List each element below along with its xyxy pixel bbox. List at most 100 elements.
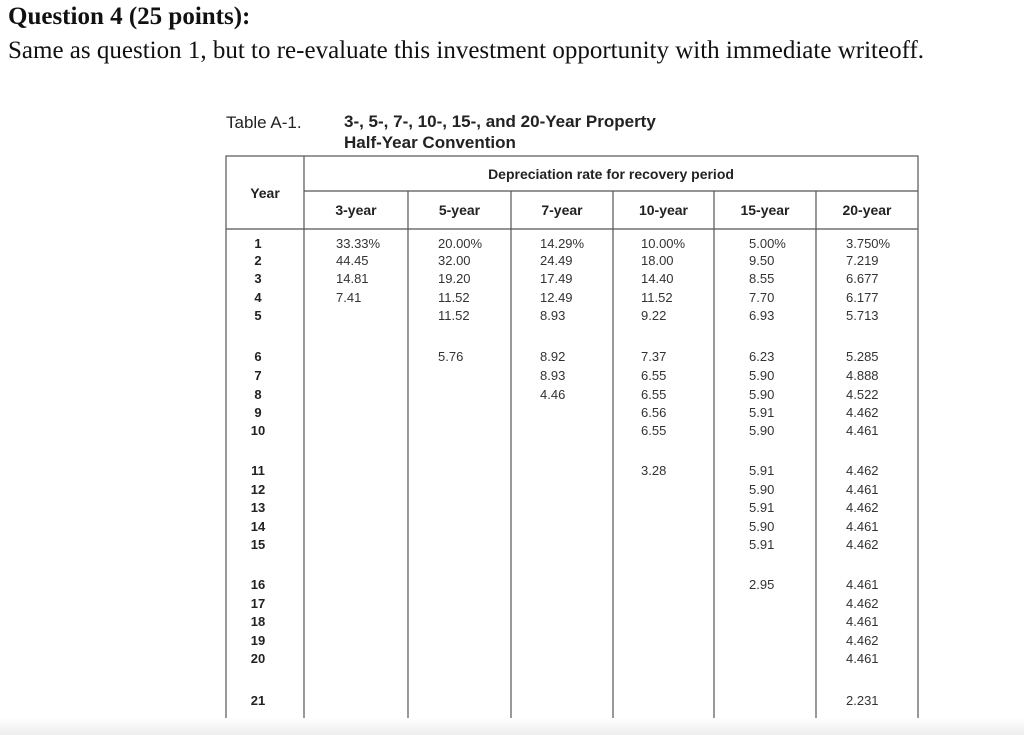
column-header-15-year: 15-year bbox=[740, 202, 790, 218]
rate-20-year-year-7: 4.888 bbox=[846, 368, 879, 383]
year-18: 18 bbox=[250, 614, 266, 629]
column-header-7-year: 7-year bbox=[541, 202, 583, 218]
rate-15-year-year-4: 7.70 bbox=[749, 290, 775, 305]
rate-15-year-year-13: 5.91 bbox=[749, 500, 775, 515]
rate-15-year-year-16: 2.95 bbox=[749, 577, 775, 592]
rate-10-year-year-2: 18.00 bbox=[641, 253, 674, 268]
table-title-line-2: Half-Year Convention bbox=[344, 133, 516, 152]
rate-20-year-year-10: 4.461 bbox=[846, 423, 879, 438]
rate-3-year-year-3: 14.81 bbox=[336, 271, 369, 286]
rate-10-year-year-3: 14.40 bbox=[641, 271, 674, 286]
rate-10-year-year-7: 6.55 bbox=[641, 368, 667, 383]
rate-5-year-year-6: 5.76 bbox=[438, 349, 464, 364]
rate-7-year-year-1: 14.29% bbox=[540, 236, 585, 251]
rate-20-year-year-21: 2.231 bbox=[846, 693, 879, 708]
rate-20-year-year-3: 6.677 bbox=[846, 271, 879, 286]
year-16: 16 bbox=[250, 577, 266, 592]
year-5: 5 bbox=[254, 308, 262, 323]
column-header-10-year: 10-year bbox=[638, 202, 689, 218]
rate-20-year-year-9: 4.462 bbox=[846, 405, 879, 420]
rate-15-year-year-10: 5.90 bbox=[749, 423, 775, 438]
year-13: 13 bbox=[250, 500, 266, 515]
rate-15-year-year-9: 5.91 bbox=[749, 405, 775, 420]
year-15: 15 bbox=[250, 537, 266, 552]
rate-7-year-year-4: 12.49 bbox=[540, 290, 573, 305]
year-11: 11 bbox=[251, 463, 265, 478]
rate-20-year-year-11: 4.462 bbox=[846, 463, 879, 478]
column-header-5-year: 5-year bbox=[438, 202, 481, 218]
rate-20-year-year-20: 4.461 bbox=[846, 651, 879, 666]
rate-20-year-year-14: 4.461 bbox=[846, 519, 879, 534]
year-7: 7 bbox=[254, 368, 262, 383]
rate-7-year-year-3: 17.49 bbox=[540, 271, 573, 286]
rate-7-year-year-7: 8.93 bbox=[540, 368, 566, 383]
rate-7-year-year-8: 4.46 bbox=[540, 387, 566, 402]
rate-3-year-year-4: 7.41 bbox=[336, 290, 362, 305]
rate-20-year-year-8: 4.522 bbox=[846, 387, 879, 402]
year-8: 8 bbox=[254, 387, 262, 402]
rate-5-year-year-1: 20.00% bbox=[438, 236, 483, 251]
year-17: 17 bbox=[250, 596, 266, 611]
rate-10-year-year-4: 11.52 bbox=[641, 290, 673, 305]
year-4: 4 bbox=[254, 290, 262, 305]
rate-3-year-year-1: 33.33% bbox=[336, 236, 381, 251]
rate-10-year-year-5: 9.22 bbox=[641, 308, 667, 323]
rate-20-year-year-15: 4.462 bbox=[846, 537, 879, 552]
rate-15-year-year-11: 5.91 bbox=[749, 463, 775, 478]
rate-7-year-year-5: 8.93 bbox=[540, 308, 566, 323]
page-bottom-edge bbox=[0, 718, 1024, 735]
question-title: Question 4 (25 points): bbox=[8, 3, 251, 30]
rate-5-year-year-4: 11.52 bbox=[438, 290, 470, 305]
group-header: Depreciation rate for recovery period bbox=[488, 166, 734, 182]
rate-7-year-year-2: 24.49 bbox=[540, 253, 573, 268]
rate-20-year-year-2: 7.219 bbox=[846, 253, 879, 268]
rate-10-year-year-1: 10.00% bbox=[641, 236, 686, 251]
rate-15-year-year-6: 6.23 bbox=[749, 349, 775, 364]
rate-20-year-year-12: 4.461 bbox=[846, 482, 879, 497]
year-9: 9 bbox=[254, 405, 262, 420]
year-header: Year bbox=[250, 185, 280, 201]
column-header-20-year: 20-year bbox=[842, 202, 892, 218]
rate-5-year-year-5: 11.52 bbox=[438, 308, 470, 323]
rate-15-year-year-5: 6.93 bbox=[749, 308, 775, 323]
rate-10-year-year-11: 3.28 bbox=[641, 463, 667, 478]
table-label: Table A-1. bbox=[226, 113, 302, 132]
rate-10-year-year-6: 7.37 bbox=[641, 349, 667, 364]
rate-5-year-year-2: 32.00 bbox=[438, 253, 471, 268]
rate-20-year-year-1: 3.750% bbox=[846, 236, 891, 251]
rate-7-year-year-6: 8.92 bbox=[540, 349, 566, 364]
year-1: 1 bbox=[254, 236, 262, 251]
rate-15-year-year-8: 5.90 bbox=[749, 387, 775, 402]
rate-15-year-year-7: 5.90 bbox=[749, 368, 775, 383]
rate-10-year-year-8: 6.55 bbox=[641, 387, 667, 402]
rate-15-year-year-3: 8.55 bbox=[749, 271, 775, 286]
rate-20-year-year-4: 6.177 bbox=[846, 290, 879, 305]
rate-3-year-year-2: 44.45 bbox=[336, 253, 369, 268]
rate-15-year-year-14: 5.90 bbox=[749, 519, 775, 534]
rate-15-year-year-1: 5.00% bbox=[749, 236, 786, 251]
rate-5-year-year-3: 19.20 bbox=[438, 271, 471, 286]
question-text: Same as question 1, but to re-evaluate t… bbox=[8, 37, 925, 64]
rate-20-year-year-5: 5.713 bbox=[846, 308, 879, 323]
table-title-line-1: 3-, 5-, 7-, 10-, 15-, and 20-Year Proper… bbox=[344, 112, 656, 131]
year-12: 12 bbox=[250, 482, 266, 497]
table-title: 3-, 5-, 7-, 10-, 15-, and 20-Year Proper… bbox=[344, 111, 656, 153]
rate-20-year-year-16: 4.461 bbox=[846, 577, 879, 592]
year-19: 19 bbox=[250, 633, 266, 648]
rate-20-year-year-18: 4.461 bbox=[846, 614, 879, 629]
rate-20-year-year-17: 4.462 bbox=[846, 596, 879, 611]
year-6: 6 bbox=[254, 349, 262, 364]
rate-15-year-year-2: 9.50 bbox=[749, 253, 775, 268]
rate-10-year-year-10: 6.55 bbox=[641, 423, 667, 438]
year-10: 10 bbox=[250, 423, 266, 438]
year-14: 14 bbox=[250, 519, 266, 534]
rate-20-year-year-19: 4.462 bbox=[846, 633, 879, 648]
rate-20-year-year-13: 4.462 bbox=[846, 500, 879, 515]
year-3: 3 bbox=[254, 271, 262, 286]
rate-20-year-year-6: 5.285 bbox=[846, 349, 879, 364]
year-2: 2 bbox=[254, 253, 262, 268]
year-21: 21 bbox=[250, 693, 266, 708]
rate-15-year-year-12: 5.90 bbox=[749, 482, 775, 497]
rate-10-year-year-9: 6.56 bbox=[641, 405, 667, 420]
